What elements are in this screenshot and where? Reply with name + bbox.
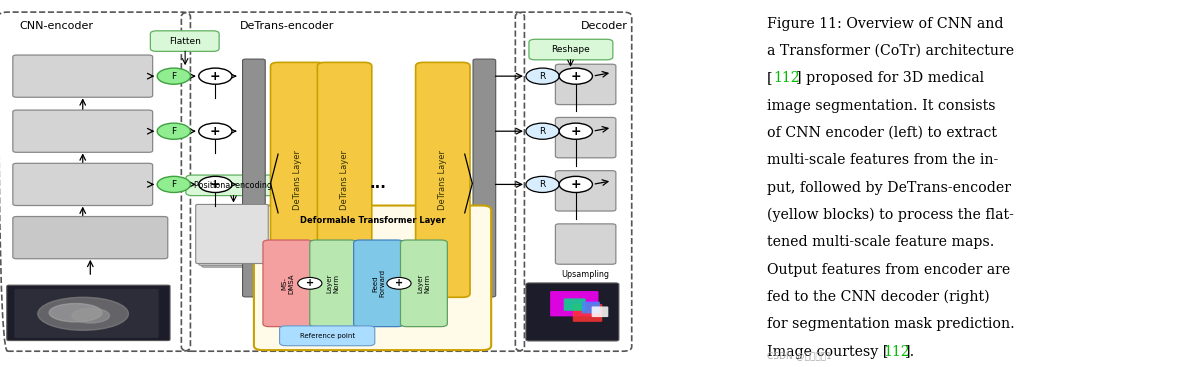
Text: R: R [539, 180, 546, 189]
Circle shape [298, 277, 322, 289]
Circle shape [199, 68, 232, 84]
Text: DeTrans-encoder: DeTrans-encoder [240, 21, 334, 31]
Ellipse shape [38, 297, 129, 330]
Text: R: R [539, 72, 546, 81]
Circle shape [157, 123, 190, 139]
Text: Decoder: Decoder [581, 21, 628, 31]
Text: multi-scale features from the in-: multi-scale features from the in- [766, 153, 997, 167]
Circle shape [526, 176, 559, 192]
FancyBboxPatch shape [564, 298, 585, 311]
Text: fed to the CNN decoder (right): fed to the CNN decoder (right) [766, 290, 989, 304]
Text: put, followed by DeTrans-encoder: put, followed by DeTrans-encoder [766, 181, 1010, 195]
Text: +: + [211, 125, 220, 138]
Text: ] proposed for 3D medical: ] proposed for 3D medical [796, 71, 984, 85]
Text: Output features from encoder are: Output features from encoder are [766, 263, 1010, 277]
FancyBboxPatch shape [309, 240, 357, 327]
FancyBboxPatch shape [401, 240, 447, 327]
Text: ...: ... [369, 176, 387, 191]
FancyBboxPatch shape [263, 240, 313, 327]
Text: +: + [395, 278, 403, 288]
FancyBboxPatch shape [591, 306, 608, 317]
Text: F: F [171, 127, 176, 136]
Circle shape [559, 123, 593, 139]
FancyBboxPatch shape [556, 171, 616, 211]
Text: MS-
DMSA: MS- DMSA [281, 273, 294, 294]
Text: ].: ]. [906, 345, 915, 359]
Text: [: [ [766, 71, 772, 85]
FancyBboxPatch shape [550, 291, 599, 316]
Text: 112: 112 [883, 345, 910, 359]
FancyBboxPatch shape [572, 304, 602, 322]
FancyBboxPatch shape [13, 55, 152, 97]
FancyBboxPatch shape [582, 302, 600, 313]
FancyBboxPatch shape [202, 208, 275, 267]
FancyBboxPatch shape [526, 283, 619, 341]
FancyBboxPatch shape [353, 240, 403, 327]
Text: CSDN @小杨小桸1: CSDN @小杨小桸1 [766, 351, 832, 360]
FancyBboxPatch shape [195, 204, 268, 264]
Text: Upsampling: Upsampling [562, 270, 609, 279]
Text: +: + [570, 70, 581, 83]
FancyBboxPatch shape [415, 62, 470, 297]
Text: R: R [539, 127, 546, 136]
FancyBboxPatch shape [253, 206, 491, 350]
Text: Flatten: Flatten [169, 37, 201, 46]
Circle shape [199, 176, 232, 192]
Text: Reshape: Reshape [551, 45, 590, 54]
Text: DeTrans Layer: DeTrans Layer [438, 150, 447, 210]
FancyBboxPatch shape [280, 326, 375, 346]
FancyBboxPatch shape [13, 163, 152, 206]
Text: Layer
Norm: Layer Norm [327, 274, 339, 293]
Text: image segmentation. It consists: image segmentation. It consists [766, 99, 995, 113]
Text: tened multi-scale feature maps.: tened multi-scale feature maps. [766, 235, 994, 249]
Text: Layer
Norm: Layer Norm [418, 274, 431, 293]
FancyBboxPatch shape [199, 206, 271, 265]
Ellipse shape [71, 308, 109, 323]
FancyBboxPatch shape [150, 31, 219, 51]
Text: Deformable Transformer Layer: Deformable Transformer Layer [300, 216, 445, 225]
Circle shape [157, 176, 190, 192]
FancyBboxPatch shape [13, 217, 168, 259]
FancyBboxPatch shape [270, 62, 325, 297]
Circle shape [526, 123, 559, 139]
FancyBboxPatch shape [556, 117, 616, 158]
FancyBboxPatch shape [556, 224, 616, 264]
Circle shape [199, 123, 232, 139]
FancyBboxPatch shape [556, 64, 616, 105]
Circle shape [387, 277, 411, 289]
Text: +: + [570, 125, 581, 138]
Text: Image courtesy [: Image courtesy [ [766, 345, 888, 359]
FancyBboxPatch shape [243, 59, 265, 297]
Text: +: + [211, 178, 220, 191]
Text: Feed
Forward: Feed Forward [372, 269, 386, 297]
FancyBboxPatch shape [13, 110, 152, 152]
Text: for segmentation mask prediction.: for segmentation mask prediction. [766, 317, 1014, 331]
FancyBboxPatch shape [14, 289, 158, 338]
Text: DeTrans Layer: DeTrans Layer [340, 150, 349, 210]
Text: a Transformer (CoTr) architecture: a Transformer (CoTr) architecture [766, 44, 1014, 58]
Text: Reference point: Reference point [300, 333, 355, 339]
Text: +: + [306, 278, 314, 288]
Text: +: + [211, 70, 220, 83]
Text: F: F [171, 180, 176, 189]
FancyBboxPatch shape [7, 285, 170, 341]
Text: (yellow blocks) to process the flat-: (yellow blocks) to process the flat- [766, 208, 1014, 222]
Text: F: F [171, 72, 176, 81]
Circle shape [157, 68, 190, 84]
Text: CNN-encoder: CNN-encoder [19, 21, 93, 31]
Text: 112: 112 [774, 71, 801, 85]
Text: +: + [570, 178, 581, 191]
Circle shape [526, 68, 559, 84]
FancyBboxPatch shape [528, 39, 613, 60]
Ellipse shape [49, 304, 102, 322]
Text: Positional encoding: Positional encoding [194, 181, 273, 190]
FancyBboxPatch shape [186, 175, 281, 196]
FancyBboxPatch shape [474, 59, 496, 297]
Circle shape [559, 68, 593, 84]
FancyBboxPatch shape [318, 62, 371, 297]
Text: of CNN encoder (left) to extract: of CNN encoder (left) to extract [766, 126, 996, 140]
Text: DeTrans Layer: DeTrans Layer [293, 150, 302, 210]
Text: Figure 11: Overview of CNN and: Figure 11: Overview of CNN and [766, 17, 1003, 30]
Circle shape [559, 176, 593, 192]
